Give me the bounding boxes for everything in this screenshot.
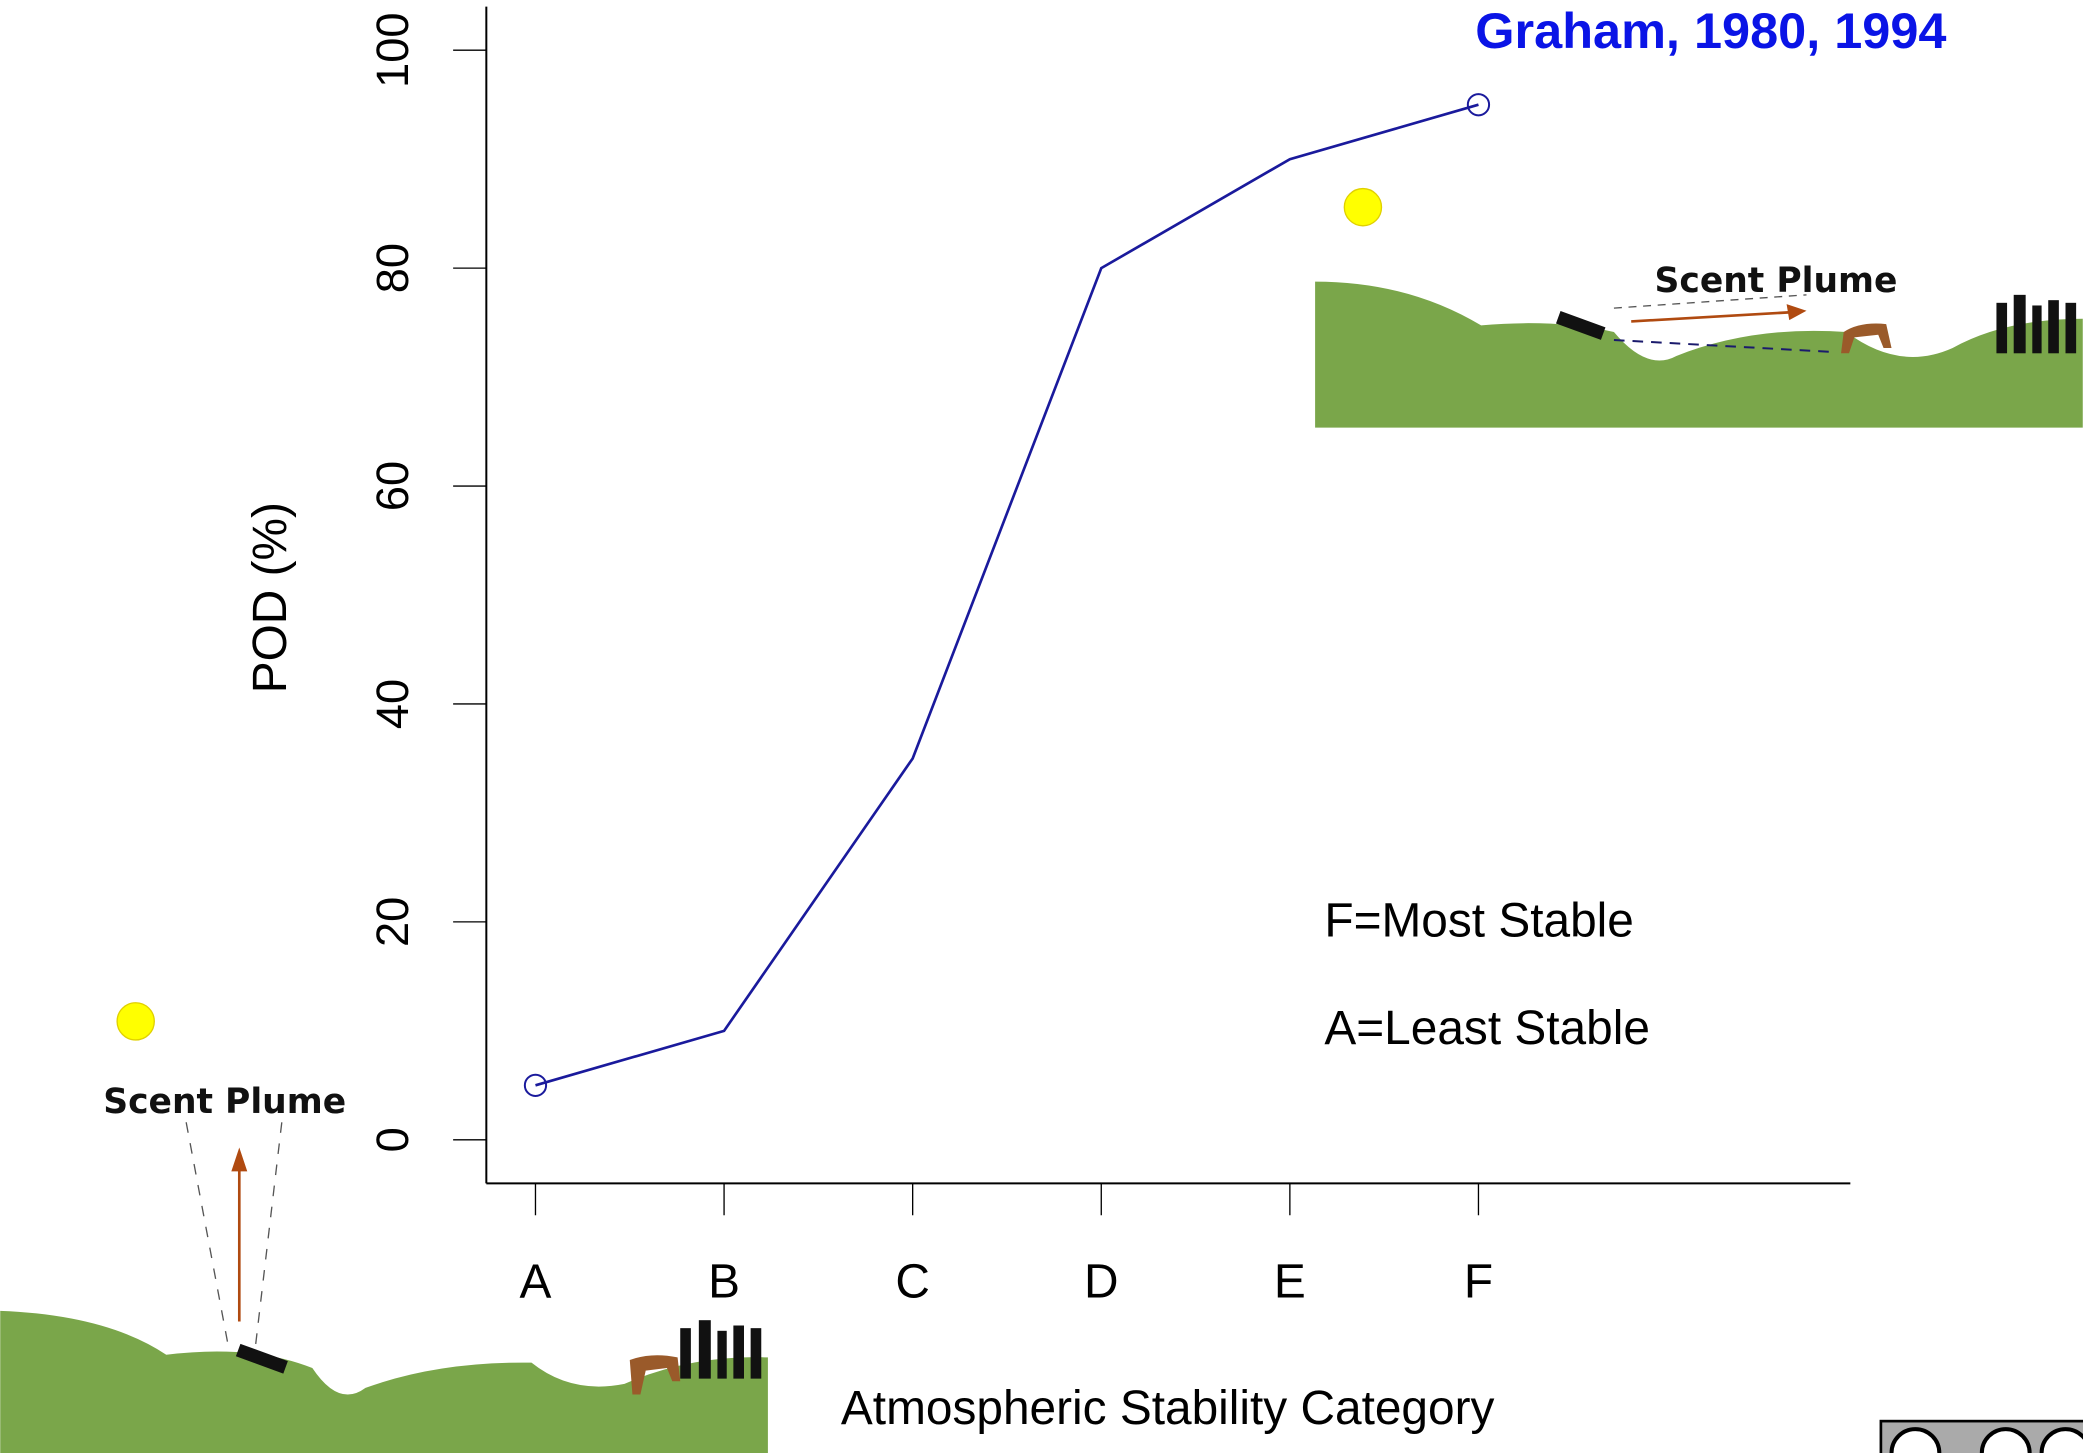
- x-axis-label: Atmospheric Stability Category: [841, 1382, 1495, 1435]
- data-line: [535, 103, 1479, 1087]
- illustration-label: Scent Plume: [103, 1082, 346, 1122]
- y-tick-label: 0: [367, 1127, 418, 1152]
- y-tick-label: 20: [367, 897, 418, 947]
- stable-illustration: Scent Plume: [1315, 187, 2083, 428]
- x-tick-label: D: [1084, 1256, 1119, 1309]
- x-tick-label: E: [1274, 1256, 1306, 1309]
- illustration-label: Scent Plume: [1655, 261, 1898, 301]
- y-tick-label: 40: [367, 679, 418, 729]
- y-tick-label: 60: [367, 461, 418, 511]
- y-axis-label: POD (%): [244, 502, 297, 693]
- y-tick-label: 80: [367, 243, 418, 293]
- y-tick-label: 100: [367, 13, 418, 88]
- x-tick-label: F: [1464, 1256, 1493, 1309]
- license-badge: [1879, 1419, 2083, 1453]
- data-point: [1466, 93, 1491, 117]
- x-tick-label: C: [895, 1256, 930, 1309]
- x-tick-label: A: [520, 1256, 552, 1309]
- data-point: [523, 1073, 548, 1097]
- note: A=Least Stable: [1324, 1002, 1650, 1055]
- unstable-illustration: Scent Plume: [0, 1002, 768, 1453]
- x-tick-label: B: [708, 1256, 740, 1309]
- note: F=Most Stable: [1324, 894, 1633, 947]
- source-annotation: Graham, 1980, 1994: [1475, 2, 1946, 59]
